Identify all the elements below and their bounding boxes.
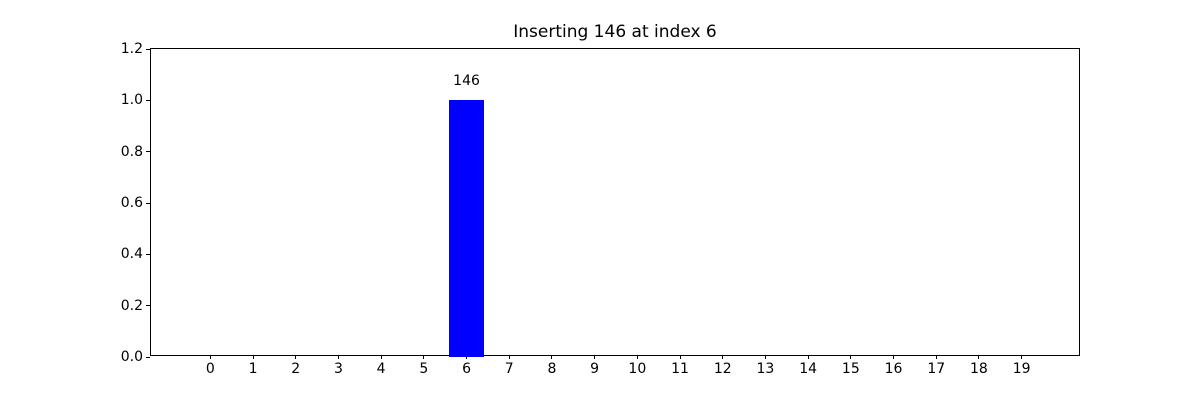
x-tick-mark [252,355,254,359]
y-tick-label: 0.4 [120,246,143,263]
x-tick-label: 11 [671,361,689,377]
x-tick-label: 12 [713,361,732,377]
y-tick-mark [146,48,150,50]
y-tick-label: 0.6 [120,195,143,211]
x-tick-label: 8 [547,361,557,377]
x-tick-mark [935,355,937,359]
x-tick-label: 6 [462,361,472,377]
x-tick-label: 15 [841,361,860,377]
y-tick-mark [146,202,150,204]
x-tick-mark [636,355,638,359]
x-tick-label: 16 [884,361,903,377]
y-tick-mark [146,253,150,255]
x-tick-mark [295,355,297,359]
bar-value-label: 146 [453,73,480,90]
x-tick-mark [807,355,809,359]
bar [449,100,484,357]
plot-area: 0.0 0.2 0.4 0.6 0.8 1.0 1.2 0 1 2 3 4 5 6 7 8 9 10 11 12 13 1… [121,42,1080,376]
x-tick-mark [850,355,852,359]
x-tick-mark [1021,355,1023,359]
x-tick-mark [679,355,681,359]
y-tick-label: 1.2 [120,41,143,57]
x-tick-mark [380,355,382,359]
x-tick-label: 13 [756,361,775,377]
x-tick-mark [978,355,980,359]
x-tick-label: 9 [590,361,600,377]
x-tick-mark [209,355,211,359]
y-tick-label: 0.0 [120,349,143,365]
y-tick-mark [146,151,150,153]
x-tick-label: 1 [248,361,258,377]
y-tick-mark [146,305,150,307]
x-tick-label: 4 [376,361,386,377]
x-tick-label: 18 [970,361,988,377]
x-tick-mark [764,355,766,359]
y-tick-label: 1.0 [120,92,143,109]
x-tick-mark [508,355,510,359]
x-tick-mark [466,355,468,359]
x-tick-label: 0 [205,361,215,377]
x-tick-mark [423,355,425,359]
x-tick-mark [551,355,553,359]
x-tick-label: 19 [1012,361,1031,377]
y-tick-mark [146,99,150,101]
x-tick-label: 14 [799,361,818,377]
chart-title: Inserting 146 at index 6 [513,22,717,42]
x-tick-label: 5 [419,361,429,377]
y-tick-label: 0.2 [120,297,143,314]
x-tick-mark [722,355,724,359]
x-tick-label: 2 [291,361,301,377]
y-tick-label: 0.8 [120,143,143,160]
x-tick-mark [893,355,895,359]
x-tick-label: 10 [628,361,647,377]
x-tick-mark [594,355,596,359]
x-tick-label: 3 [333,361,343,377]
x-tick-mark [337,355,339,359]
y-tick-mark [146,356,150,358]
x-tick-label: 7 [504,361,514,377]
x-tick-label: 17 [927,361,946,377]
